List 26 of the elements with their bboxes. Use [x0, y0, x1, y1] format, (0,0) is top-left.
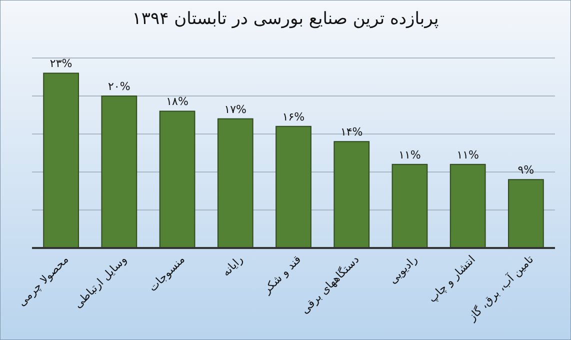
data-label: ۱۶% — [282, 110, 305, 124]
x-tick-label: انتشار و چاپ — [426, 252, 478, 306]
x-tick-label: وسایل ارتباطی — [71, 252, 130, 311]
data-label: ۲۳% — [50, 57, 72, 70]
data-label: ۱۷% — [224, 102, 247, 116]
chart-title: پربازده ترین صنایع بورسی در تابستان ۱۳۹۴ — [132, 9, 440, 29]
x-tick-label: منسوجات — [146, 252, 188, 294]
bar — [392, 164, 428, 248]
bar — [43, 72, 79, 248]
data-label: ۱۸% — [166, 95, 188, 108]
x-tick-label: قند و شکر — [260, 252, 304, 297]
bar — [276, 126, 312, 248]
data-label: ۱۴% — [340, 126, 363, 139]
bar — [217, 118, 254, 248]
data-label: ۱۱% — [398, 148, 421, 162]
x-tick-label: رادیویی — [386, 252, 420, 286]
bar — [450, 164, 486, 248]
data-label: ۲۰% — [108, 80, 130, 93]
x-tick-label: رایانه — [220, 252, 246, 279]
data-label: ۱۱% — [456, 148, 479, 162]
bar — [159, 110, 196, 248]
bar — [334, 141, 370, 248]
bar — [101, 96, 138, 248]
x-tick-label: محصولا چرمی — [15, 252, 72, 309]
bar — [508, 179, 544, 248]
data-label: ۹% — [518, 164, 534, 177]
